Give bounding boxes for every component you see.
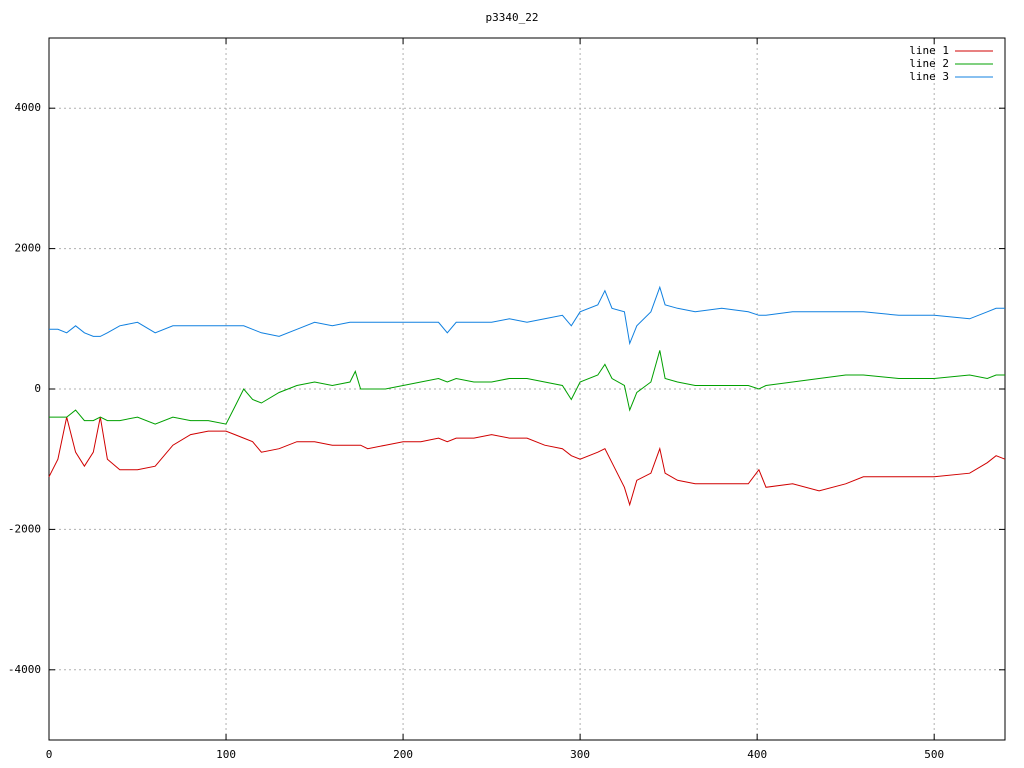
legend-label: line 3 — [909, 70, 949, 83]
series-line — [49, 285, 1005, 346]
chart-title: p3340_22 — [486, 11, 539, 24]
x-tick-label: 400 — [747, 748, 767, 761]
legend-label: line 1 — [909, 44, 949, 57]
x-tick-label: 0 — [46, 748, 53, 761]
x-tick-label: 200 — [393, 748, 413, 761]
plot-frame — [48, 37, 1006, 741]
y-tick-label: -2000 — [8, 522, 41, 535]
y-tick-label: 4000 — [15, 101, 42, 114]
x-tick-label: 100 — [216, 748, 236, 761]
legend-label: line 2 — [909, 57, 949, 70]
y-tick-label: 0 — [34, 382, 41, 395]
y-tick-label: -4000 — [8, 663, 41, 676]
x-tick-label: 300 — [570, 748, 590, 761]
y-tick-label: 2000 — [15, 242, 42, 255]
series-line — [48, 416, 1006, 507]
series-line — [49, 350, 1005, 425]
x-tick-label: 500 — [924, 748, 944, 761]
